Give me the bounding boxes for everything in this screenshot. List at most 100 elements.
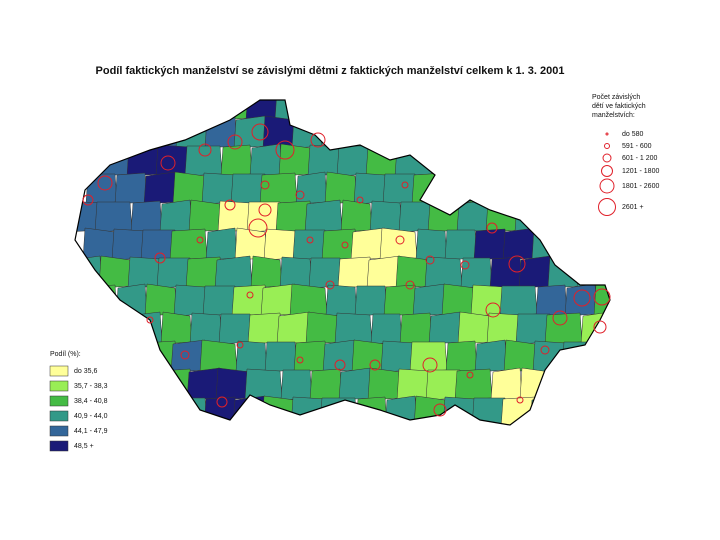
district [219, 424, 253, 425]
district [75, 100, 103, 121]
district [606, 368, 610, 401]
legend-label: 40,9 - 44,0 [74, 413, 108, 420]
legend-swatch [49, 380, 69, 392]
circle-symbol [275, 140, 295, 160]
district [413, 395, 448, 425]
district [534, 173, 568, 205]
district [234, 227, 268, 261]
legend-swatch [49, 425, 69, 437]
district [548, 368, 583, 401]
circle-symbol [341, 241, 349, 249]
district [263, 228, 298, 261]
district [473, 228, 508, 261]
district [205, 227, 238, 261]
district [455, 100, 493, 121]
district [412, 283, 448, 317]
district [174, 397, 208, 425]
legend-label: 2601 + [622, 204, 644, 211]
district [490, 367, 523, 401]
district [354, 285, 388, 317]
district [442, 396, 478, 425]
district [95, 312, 133, 345]
legend-label: 1201 - 1800 [622, 168, 659, 175]
circle-symbol [198, 143, 212, 157]
circle-symbol [593, 320, 607, 334]
district [250, 255, 283, 289]
district [145, 396, 178, 425]
district [426, 100, 463, 121]
district [427, 200, 463, 233]
district [457, 311, 493, 345]
circle-symbol [310, 132, 326, 148]
district [188, 199, 223, 233]
district [489, 256, 523, 289]
district [157, 368, 193, 401]
district [579, 200, 610, 233]
district [114, 172, 148, 205]
legend-label: do 35,6 [74, 368, 97, 375]
legend-circle [604, 143, 610, 149]
district [109, 395, 148, 425]
district [383, 284, 418, 317]
district [175, 117, 208, 149]
legend-title: manželstvích: [592, 112, 635, 119]
district [112, 341, 148, 373]
district [563, 172, 598, 205]
circle-symbol [433, 403, 447, 417]
district [532, 340, 568, 373]
circle-symbol [154, 252, 166, 264]
circle-symbol [401, 181, 409, 189]
circle-symbol [405, 280, 415, 290]
district [500, 396, 538, 425]
district [472, 117, 508, 149]
district [159, 199, 193, 233]
legend: Podíl (%): do 35,6 35,7 - 38,3 38,4 - 40,8 4… [49, 94, 659, 452]
district [369, 200, 403, 233]
district [429, 423, 463, 425]
legend-label: 35,7 - 38,3 [74, 383, 108, 390]
circle-symbol [466, 371, 474, 379]
circle-symbol [246, 291, 254, 299]
district [75, 313, 103, 345]
circle-symbol [573, 289, 591, 307]
district [577, 369, 610, 401]
district [220, 144, 253, 177]
district [184, 145, 223, 177]
district [334, 312, 373, 345]
district [320, 117, 358, 149]
district [398, 201, 433, 233]
district [81, 115, 118, 149]
circle-symbol [216, 396, 228, 408]
district [173, 284, 208, 317]
district [337, 256, 373, 289]
district [460, 257, 493, 289]
legend-title: Podíl (%): [50, 351, 81, 358]
district [214, 255, 253, 289]
district [325, 284, 358, 317]
district [505, 172, 538, 205]
legend-label: 1801 - 2600 [622, 183, 659, 190]
district [409, 341, 448, 373]
legend-label: 48,5 + [74, 443, 94, 450]
district [594, 396, 610, 425]
district [488, 145, 523, 177]
circle-symbol [356, 196, 364, 204]
district [428, 311, 463, 345]
district [530, 115, 568, 149]
district [353, 172, 388, 205]
district [443, 116, 478, 149]
circle-symbol [146, 316, 154, 324]
district [399, 312, 433, 345]
circle-symbol [160, 155, 176, 171]
district [382, 173, 418, 205]
district [385, 115, 418, 149]
circle-symbol [369, 359, 381, 371]
circle-symbol [552, 310, 568, 326]
district [384, 395, 418, 425]
district [304, 199, 343, 233]
district [349, 116, 388, 149]
district [560, 228, 598, 261]
circle-symbol [460, 260, 470, 270]
district [248, 423, 283, 425]
